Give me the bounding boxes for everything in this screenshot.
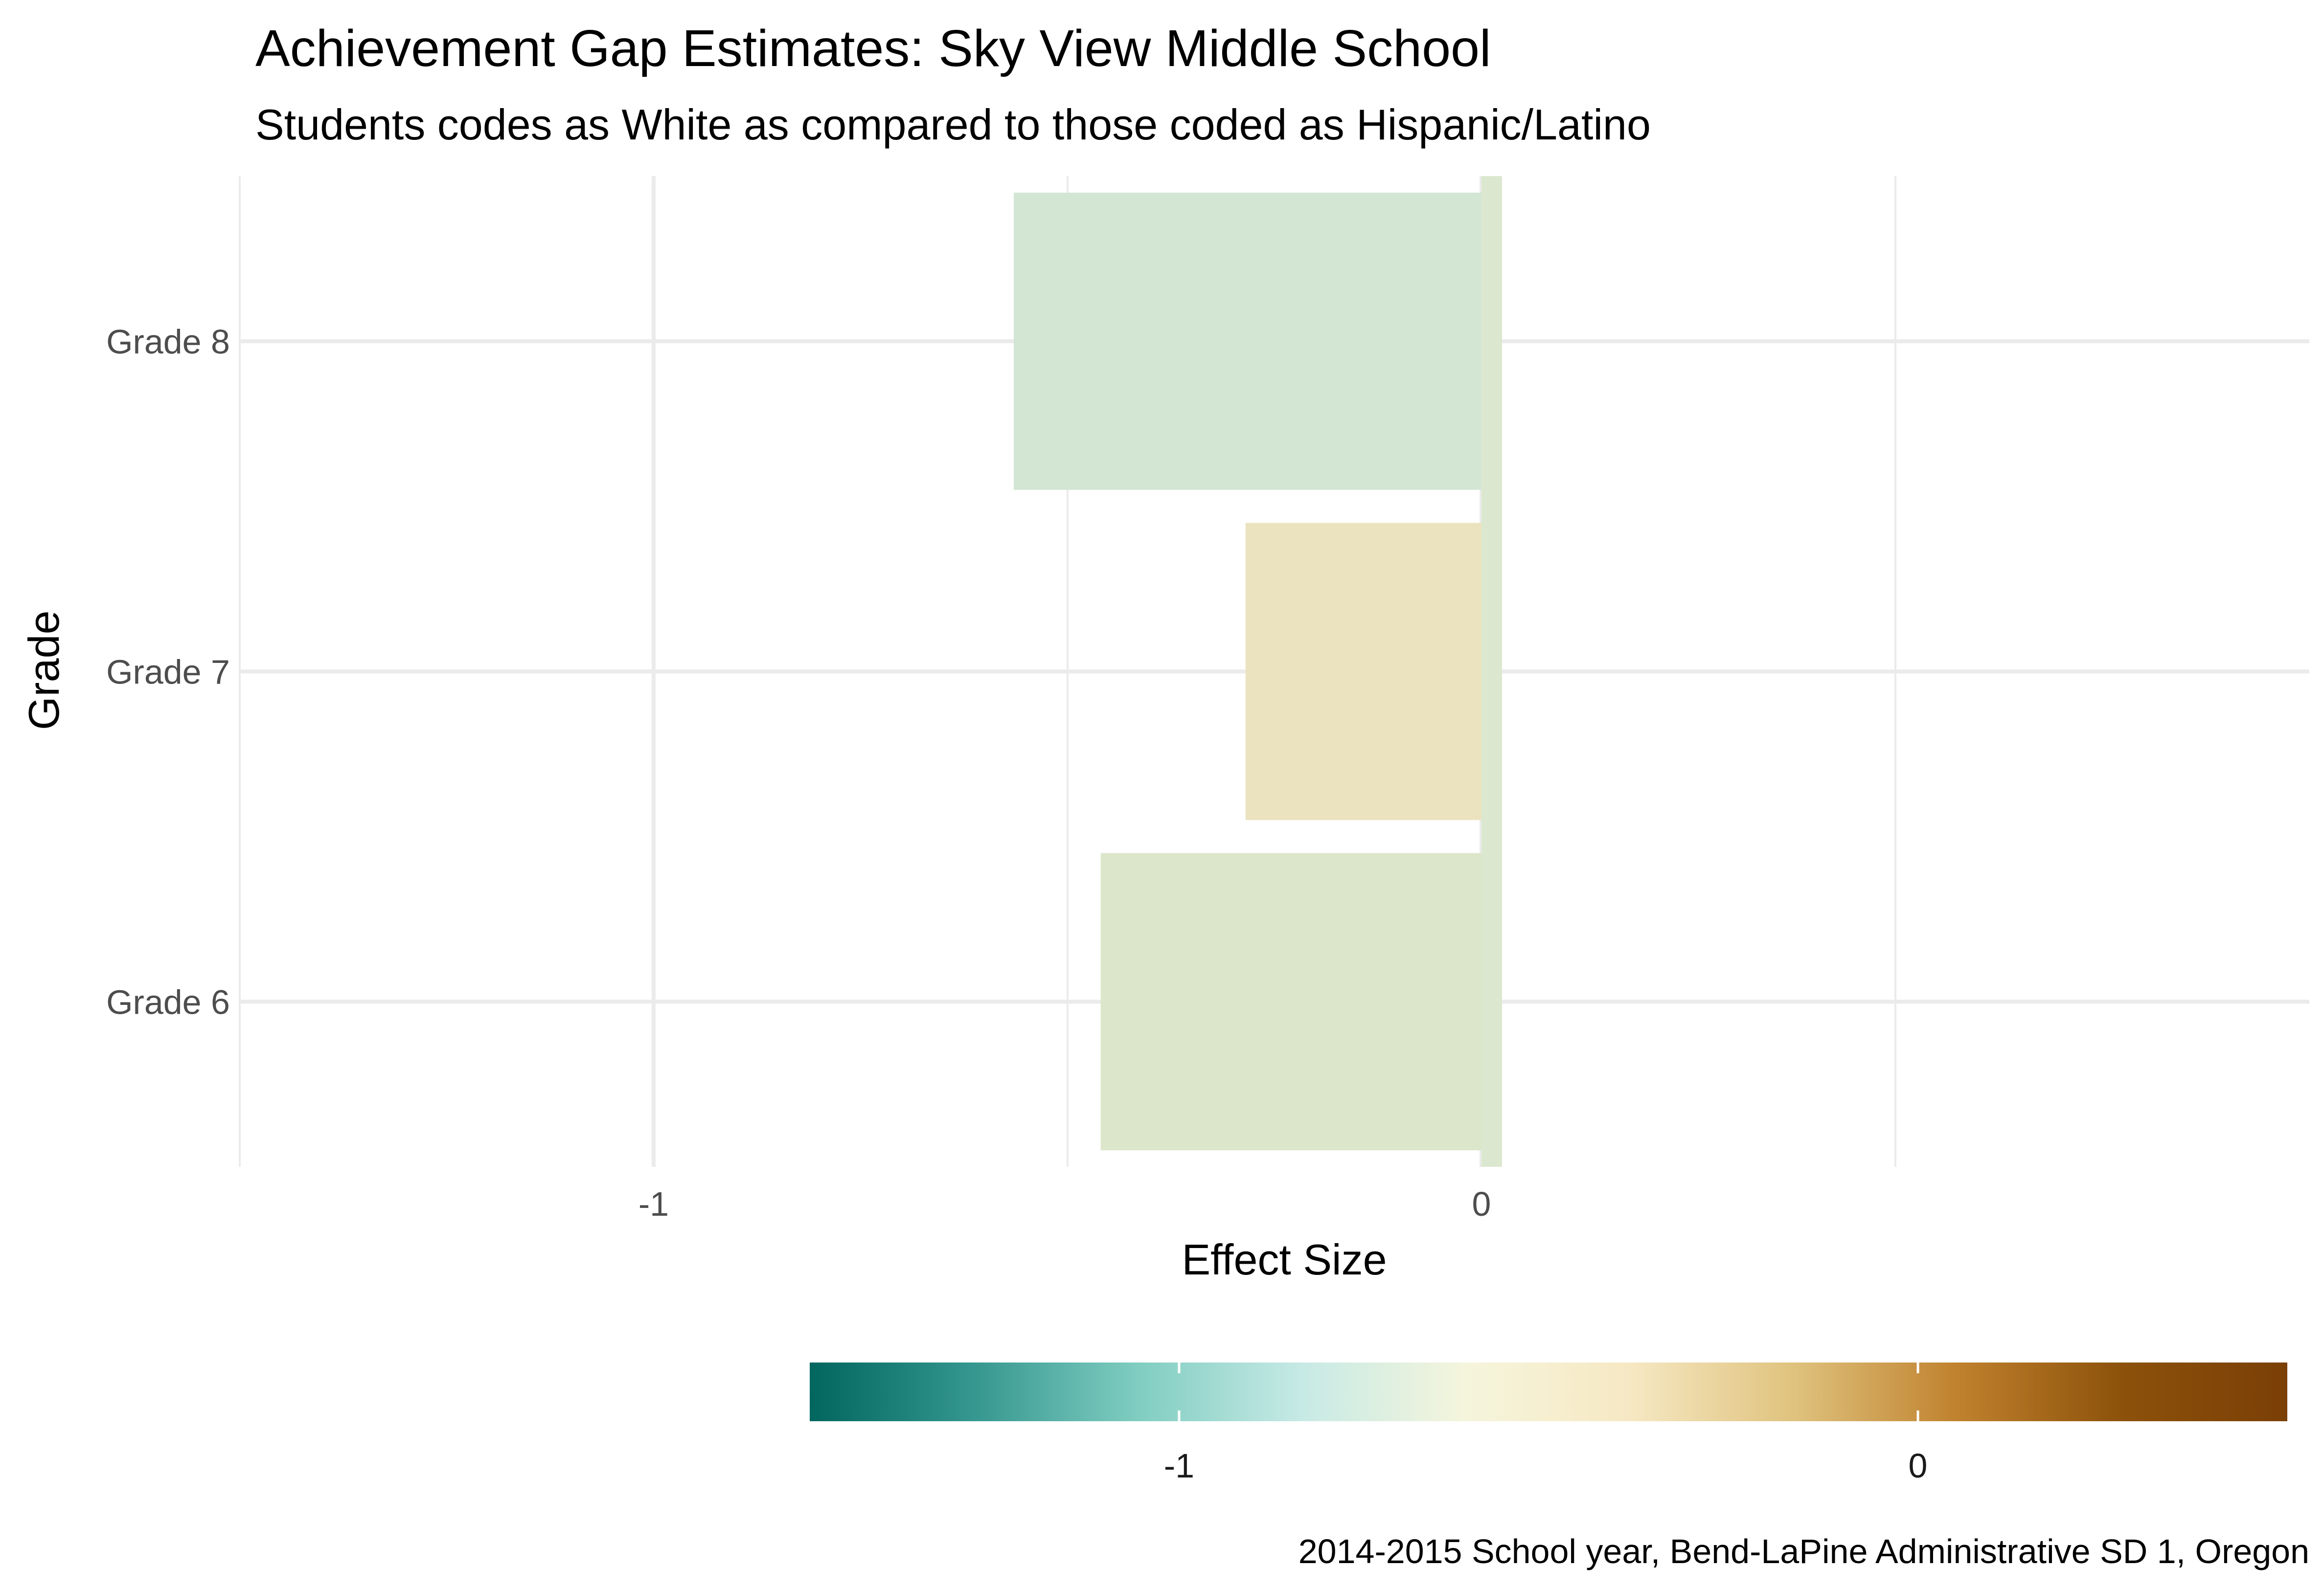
zero-line [1481,176,1502,1167]
x-axis-title: Effect Size [1182,1235,1387,1284]
legend-colorbar [810,1363,2287,1421]
y-tick-label: Grade 7 [106,653,230,691]
bar-grade-7 [1245,522,1481,820]
legend-ticks: -1 0 [1164,1363,1928,1485]
bar-grade-6 [1100,853,1481,1151]
color-legend: -1 0 [810,1363,2287,1485]
plot-area: Grade 6 Grade 7 Grade 8 -1 0 [106,176,2309,1223]
bar-grade-8 [1014,192,1481,490]
y-tick-labels: Grade 6 Grade 7 Grade 8 [106,323,230,1022]
legend-tick-label: 0 [1909,1447,1928,1485]
legend-tick-label: -1 [1164,1447,1194,1485]
y-axis-title: Grade [20,611,68,730]
chart-subtitle: Students codes as White as compared to t… [255,100,1651,149]
x-tick-labels: -1 0 [638,1185,1491,1223]
chart-caption: 2014-2015 School year, Bend-LaPine Admin… [1299,1532,2309,1570]
x-tick-label: -1 [638,1185,669,1223]
x-tick-label: 0 [1472,1185,1491,1223]
y-tick-label: Grade 6 [106,983,230,1022]
bars [1014,176,1502,1167]
chart-title: Achievement Gap Estimates: Sky View Midd… [255,20,1491,77]
y-tick-label: Grade 8 [106,323,230,361]
